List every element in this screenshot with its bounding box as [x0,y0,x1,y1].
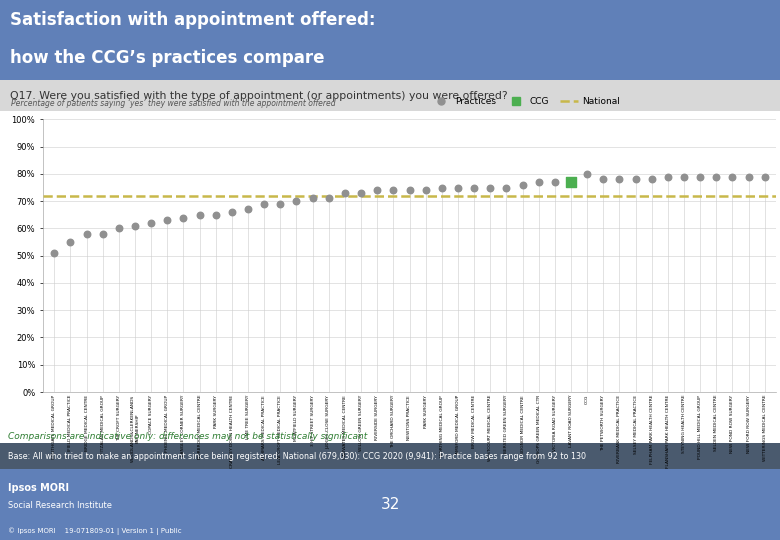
Point [129,221,141,230]
Point [565,178,577,186]
Point [694,172,707,181]
Point [629,175,642,184]
Point [646,175,658,184]
Point [258,200,271,208]
Text: © Ipsos MORI    19-071809-01 | Version 1 | Public: © Ipsos MORI 19-071809-01 | Version 1 | … [8,527,182,535]
Point [242,205,254,214]
Point [97,230,109,238]
Point [145,219,158,227]
Point [484,183,497,192]
Point [710,172,722,181]
Point [678,172,690,181]
Point [500,183,512,192]
Point [452,183,464,192]
Text: Comparisons are indicative only: differences may not be statistically significan: Comparisons are indicative only: differe… [8,432,367,441]
Text: Percentage of patients saying ‘yes’ they were satisfied with the appointment off: Percentage of patients saying ‘yes’ they… [12,99,336,109]
Text: how the CCG’s practices compare: how the CCG’s practices compare [10,49,324,66]
Text: Ipsos MORI: Ipsos MORI [8,483,69,494]
Point [581,170,594,178]
Point [64,238,76,246]
Point [661,172,674,181]
Point [613,175,626,184]
Point [225,208,238,217]
Point [403,186,416,194]
Text: Social Research Institute: Social Research Institute [8,501,112,510]
Point [48,248,60,257]
Point [274,200,286,208]
Text: Q17. Were you satisfied with the type of appointment (or appointments) you were : Q17. Were you satisfied with the type of… [10,91,508,100]
Point [307,194,319,202]
Point [726,172,739,181]
Point [468,183,480,192]
Point [193,211,206,219]
Point [743,172,755,181]
Text: Base: All who tried to make an appointment since being registered: National (679: Base: All who tried to make an appointme… [8,452,586,461]
Legend: Practices, CCG, National: Practices, CCG, National [429,94,624,110]
Point [355,188,367,197]
Point [597,175,609,184]
Point [290,197,303,205]
Point [435,183,448,192]
Text: 32: 32 [381,497,399,512]
Point [759,172,771,181]
Point [516,180,529,189]
Point [161,216,173,225]
Point [533,178,545,186]
Point [339,188,351,197]
Point [80,230,93,238]
Text: Satisfaction with appointment offered:: Satisfaction with appointment offered: [10,11,376,29]
Point [177,213,190,222]
Point [548,178,561,186]
Point [322,194,335,202]
Point [420,186,432,194]
Point [387,186,399,194]
Point [112,224,125,233]
Point [371,186,384,194]
Point [210,211,222,219]
